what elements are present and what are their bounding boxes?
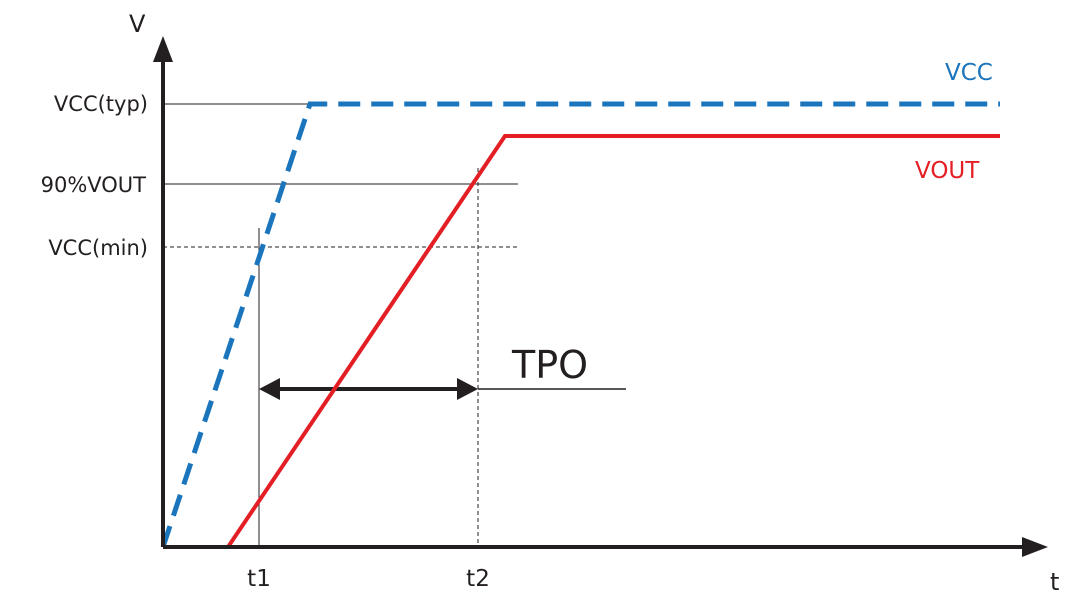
vout-signal-label: VOUT (915, 158, 980, 184)
x-axis-label: t (1050, 568, 1059, 596)
vcc-signal-label: VCC (945, 60, 993, 86)
tpo-label: TPO (511, 343, 588, 387)
vcc-min-label: VCC(min) (48, 236, 148, 260)
vout-waveform (226, 134, 1000, 549)
vout-90-label: 90%VOUT (41, 173, 147, 197)
y-axis-arrowhead (153, 36, 173, 62)
t2-label: t2 (466, 566, 490, 592)
t1-label: t1 (247, 566, 271, 592)
tpo-arrow-right-head (457, 378, 478, 400)
vcc-typ-label: VCC(typ) (54, 92, 148, 116)
vcc-waveform (160, 101, 1000, 548)
x-axis-arrowhead (1022, 537, 1048, 557)
tpo-arrow-left-head (259, 378, 280, 400)
y-axis-label: V (129, 10, 146, 38)
